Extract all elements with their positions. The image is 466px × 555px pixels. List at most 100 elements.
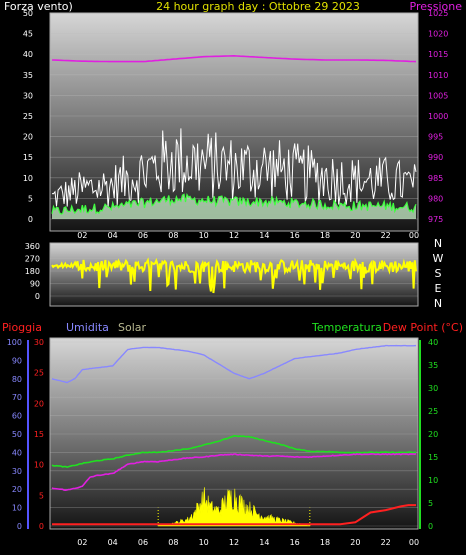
wind-x-tick-label: 00 — [409, 231, 419, 240]
humidity-tick-label: 60 — [12, 412, 22, 421]
direction-tick-label: 0 — [35, 292, 40, 301]
solar-label: Solar — [118, 321, 147, 334]
wind-direction-line — [51, 257, 417, 294]
pressure-tick-label: 1010 — [428, 71, 448, 80]
temp-x-tick-label: 16 — [290, 538, 300, 547]
pressure-label: Pressione — [410, 0, 463, 13]
wind-tick-label: 5 — [28, 194, 33, 203]
temp-tick-label: 25 — [428, 407, 438, 416]
wind-direction-panel — [49, 242, 419, 307]
pressure-tick-label: 1020 — [428, 30, 448, 39]
dew-point-label: Dew Point (°C) — [383, 321, 463, 334]
temperature-label: Temperatura — [311, 321, 382, 334]
compass-label: S — [435, 267, 442, 280]
compass-label: E — [435, 282, 442, 295]
temp-x-tick-label: 14 — [259, 538, 269, 547]
direction-tick-label: 180 — [25, 267, 40, 276]
chart-title: 24 hour graph day : Ottobre 29 2023 — [156, 0, 360, 13]
humidity-tick-label: 50 — [12, 430, 22, 439]
temp-x-tick-label: 08 — [168, 538, 178, 547]
temp-x-tick-label: 20 — [350, 538, 360, 547]
solar-area — [157, 487, 311, 527]
temp-tick-label: 40 — [428, 338, 438, 347]
compass-label: N — [434, 237, 442, 250]
temp-x-tick-label: 10 — [199, 538, 209, 547]
wind-x-tick-label: 14 — [259, 231, 269, 240]
humidity-tick-label: 20 — [12, 485, 22, 494]
temp-x-tick-label: 18 — [320, 538, 330, 547]
wind-x-tick-label: 18 — [320, 231, 330, 240]
wind-speed-line — [51, 192, 417, 215]
rain-tick-label: 30 — [34, 338, 44, 347]
humidity-tick-label: 0 — [17, 522, 22, 531]
temp-tick-label: 15 — [428, 453, 438, 462]
temp-tick-label: 10 — [428, 476, 438, 485]
rain-tick-label: 20 — [34, 399, 44, 408]
pressure-tick-label: 1000 — [428, 112, 448, 121]
pressure-tick-label: 1025 — [428, 9, 448, 18]
temp-tick-label: 35 — [428, 361, 438, 370]
direction-tick-label: 90 — [30, 280, 40, 289]
pressure-tick-label: 980 — [428, 194, 443, 203]
wind-tick-label: 0 — [28, 215, 33, 224]
pressure-tick-label: 985 — [428, 174, 443, 183]
temp-x-tick-label: 02 — [77, 538, 87, 547]
compass-label: W — [433, 252, 444, 265]
compass-label: N — [434, 297, 442, 310]
wind-tick-label: 10 — [23, 174, 33, 183]
dew-point-line — [51, 453, 417, 492]
rain-tick-label: 15 — [34, 430, 44, 439]
humidity-tick-label: 90 — [12, 356, 22, 365]
pressure-tick-label: 1015 — [428, 50, 448, 59]
wind-x-tick-label: 08 — [168, 231, 178, 240]
humidity-tick-label: 100 — [7, 338, 22, 347]
humidity-line — [51, 344, 417, 384]
direction-tick-label: 360 — [25, 242, 40, 251]
temp-tick-label: 20 — [428, 430, 438, 439]
rain-tick-label: 10 — [34, 461, 44, 470]
wind-x-tick-label: 16 — [290, 231, 300, 240]
humidity-tick-label: 10 — [12, 504, 22, 513]
rain-tick-label: 25 — [34, 369, 44, 378]
humidity-tick-label: 70 — [12, 393, 22, 402]
temperature-line — [51, 434, 416, 469]
wind-tick-label: 50 — [23, 9, 33, 18]
wind-tick-label: 15 — [23, 153, 33, 162]
wind-x-tick-label: 12 — [229, 231, 239, 240]
pressure-tick-label: 995 — [428, 133, 443, 142]
wind-x-tick-label: 04 — [108, 231, 118, 240]
temp-tick-label: 30 — [428, 384, 438, 393]
wind-tick-label: 35 — [23, 71, 33, 80]
wind-tick-label: 40 — [23, 50, 33, 59]
humidity-tick-label: 30 — [12, 467, 22, 476]
rain-label: Pioggia — [2, 321, 42, 334]
pressure-line — [51, 54, 417, 63]
temp-x-tick-label: 12 — [229, 538, 239, 547]
temp-x-tick-label: 00 — [409, 538, 419, 547]
rain-tick-label: 0 — [39, 522, 44, 531]
wind-tick-label: 20 — [23, 133, 33, 142]
pressure-tick-label: 975 — [428, 215, 443, 224]
temp-x-tick-label: 22 — [381, 538, 391, 547]
rain-line — [52, 504, 416, 526]
pressure-tick-label: 990 — [428, 153, 443, 162]
wind-gust-line — [51, 128, 417, 207]
humidity-label: Umidita — [66, 321, 109, 334]
wind-tick-label: 25 — [23, 112, 33, 121]
rain-tick-label: 5 — [39, 491, 44, 500]
temp-x-tick-label: 06 — [138, 538, 148, 547]
temp-x-tick-label: 04 — [108, 538, 118, 547]
wind-x-tick-label: 22 — [381, 231, 391, 240]
pressure-tick-label: 1005 — [428, 91, 448, 100]
wind-x-tick-label: 02 — [77, 231, 87, 240]
humidity-tick-label: 40 — [12, 448, 22, 457]
humidity-tick-label: 80 — [12, 375, 22, 384]
temp-tick-label: 5 — [428, 499, 433, 508]
wind-x-tick-label: 20 — [350, 231, 360, 240]
left-wind-label: Forza vento) — [4, 0, 73, 13]
temperature-panel — [49, 337, 419, 530]
direction-tick-label: 270 — [25, 255, 40, 264]
wind-tick-label: 30 — [23, 91, 33, 100]
wind-tick-label: 45 — [23, 30, 33, 39]
